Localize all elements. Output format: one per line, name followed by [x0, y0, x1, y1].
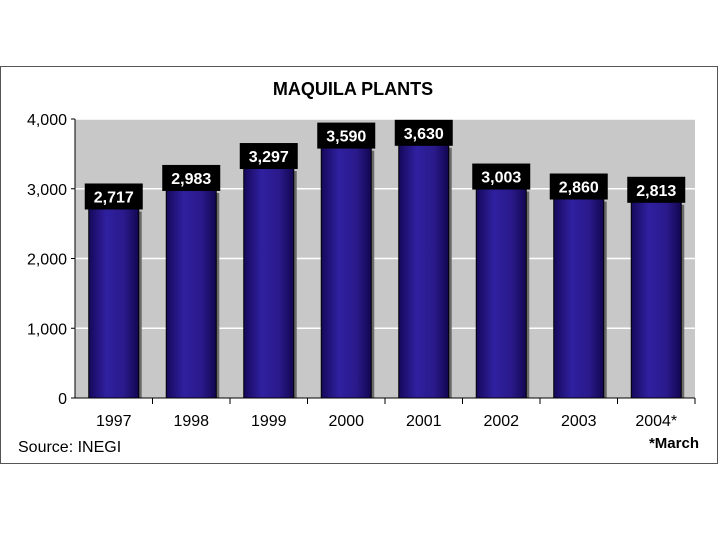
- bars: [88, 144, 685, 399]
- value-label: 3,630: [404, 126, 444, 143]
- value-label-box: [317, 122, 376, 149]
- value-label-box: [84, 183, 143, 210]
- x-tick-label: 1999: [251, 413, 287, 430]
- value-label: 3,590: [326, 129, 366, 146]
- bar: [398, 144, 450, 399]
- y-tick-label: 4,000: [27, 112, 67, 129]
- value-label-box: [549, 173, 608, 200]
- y-tick-label: 2,000: [27, 252, 67, 269]
- bar: [553, 198, 605, 399]
- x-tick-label: 2004*: [635, 413, 677, 430]
- x-tick-label: 2003: [561, 413, 597, 430]
- value-label: 3,297: [249, 149, 289, 166]
- footnote: *March: [649, 435, 699, 452]
- source-note: Source: INEGI: [18, 439, 121, 456]
- value-label-box: [239, 143, 298, 170]
- x-tick-label: 2000: [328, 413, 364, 430]
- value-label: 2,717: [94, 189, 134, 206]
- bar: [165, 189, 217, 399]
- bar: [243, 167, 295, 399]
- value-label: 2,860: [559, 180, 599, 197]
- x-tick-label: 1998: [173, 413, 209, 430]
- value-label: 2,983: [171, 171, 211, 188]
- y-tick-label: 3,000: [27, 182, 67, 199]
- x-tick-label: 2001: [406, 413, 442, 430]
- bar: [320, 147, 372, 399]
- value-label-box: [627, 176, 686, 203]
- value-label-box: [472, 163, 531, 190]
- x-tick-label: 1997: [96, 413, 132, 430]
- y-tick-label: 0: [58, 391, 67, 408]
- y-tick-label: 1,000: [27, 321, 67, 338]
- value-label: 2,813: [636, 183, 676, 200]
- value-label-box: [162, 164, 221, 191]
- value-label-box: [394, 119, 453, 146]
- bar: [475, 188, 527, 399]
- x-axis: 1997 1998 1999 2000 2001 2002 2003 2004*: [75, 397, 696, 430]
- chart-title: MAQUILA PLANTS: [273, 79, 433, 99]
- value-labels: 2,717 2,983 3,297 3,590 3,630 3,003 2,860 2,813: [84, 119, 686, 210]
- bar: [630, 201, 682, 399]
- x-tick-label: 2002: [483, 413, 519, 430]
- y-axis: 0 1,000 2,000 3,000 4,000: [27, 112, 76, 408]
- bar: [88, 207, 140, 399]
- value-label: 3,003: [481, 170, 521, 187]
